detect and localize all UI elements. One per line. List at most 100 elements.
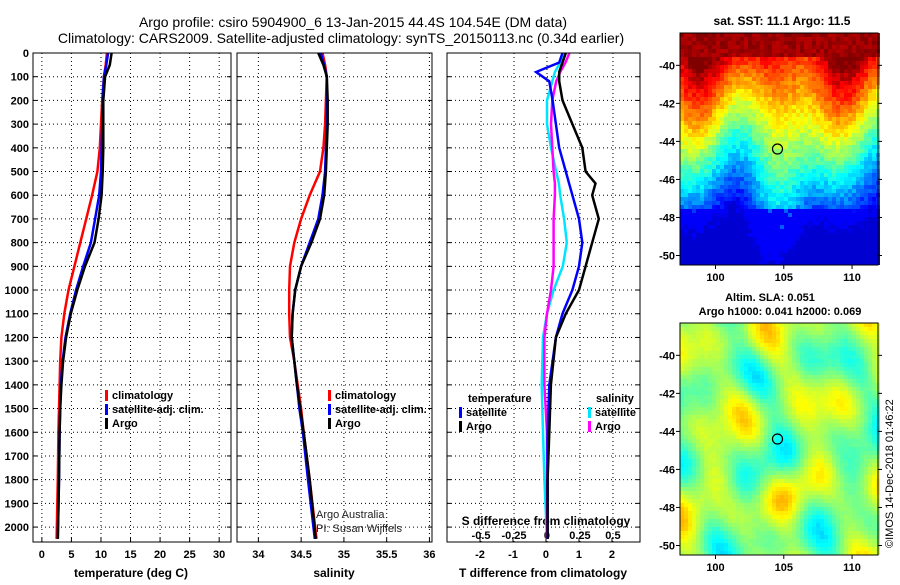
map-cell [776, 157, 780, 161]
map-cell [708, 73, 712, 77]
map-cell [804, 221, 808, 225]
map-cell [832, 331, 836, 335]
map-cell [840, 165, 844, 169]
map-cell [704, 117, 708, 121]
map-cell [812, 105, 816, 109]
map-cell [760, 399, 764, 403]
map-cell [848, 129, 852, 133]
map-cell [860, 173, 864, 177]
map-cell [708, 41, 712, 45]
map-cell [828, 363, 832, 367]
map-cell [688, 253, 692, 257]
map-cell [808, 113, 812, 117]
map-cell [836, 205, 840, 209]
map-cell [712, 185, 716, 189]
map-cell [760, 379, 764, 383]
map-cell [848, 233, 852, 237]
map-cell [744, 161, 748, 165]
map-cell [764, 137, 768, 141]
map-cell [684, 49, 688, 53]
map-cell [768, 335, 772, 339]
map-cell [724, 217, 728, 221]
map-cell [764, 153, 768, 157]
map-cell [748, 257, 752, 261]
map-cell [872, 359, 876, 363]
map-cell [788, 363, 792, 367]
map-cell [840, 193, 844, 197]
map-cell [828, 459, 832, 463]
map-cell [784, 327, 788, 331]
map-cell [872, 435, 876, 439]
map-cell [712, 53, 716, 57]
map-cell [752, 411, 756, 415]
map-cell [748, 161, 752, 165]
map-cell [712, 217, 716, 221]
map-cell [684, 173, 688, 177]
map-cell [860, 257, 864, 261]
map-cell [756, 109, 760, 113]
map-cell [692, 185, 696, 189]
map-cell [864, 363, 868, 367]
map-cell [848, 165, 852, 169]
map-cell [852, 121, 856, 125]
map-cell [804, 439, 808, 443]
map-cell [748, 217, 752, 221]
map-cell [704, 145, 708, 149]
map-cell [760, 387, 764, 391]
map-cell [852, 49, 856, 53]
map-cell [788, 327, 792, 331]
map-cell [816, 431, 820, 435]
map-cell [860, 69, 864, 73]
map-cell [700, 53, 704, 57]
map-cell [688, 65, 692, 69]
map-cell [804, 61, 808, 65]
map-cell [808, 49, 812, 53]
map-cell [732, 221, 736, 225]
map-cell [784, 201, 788, 205]
map-cell [744, 109, 748, 113]
map-cell [752, 435, 756, 439]
map-cell [728, 157, 732, 161]
map-cell [832, 65, 836, 69]
map-cell [804, 65, 808, 69]
map-cell [868, 347, 872, 351]
map-cell [680, 225, 684, 229]
map-cell [812, 85, 816, 89]
map-cell [784, 61, 788, 65]
map-cell [856, 335, 860, 339]
x-tick-label: -1 [508, 549, 518, 561]
map-cell [812, 451, 816, 455]
map-cell [732, 81, 736, 85]
map-cell [788, 245, 792, 249]
map-cell [820, 101, 824, 105]
map-cell [832, 221, 836, 225]
map-cell [832, 113, 836, 117]
map-cell [708, 177, 712, 181]
map-cell [864, 419, 868, 423]
map-cell [820, 327, 824, 331]
map-cell [692, 69, 696, 73]
map-cell [840, 423, 844, 427]
map-cell [820, 113, 824, 117]
map-cell [872, 73, 876, 77]
map-cell [732, 249, 736, 253]
map-cell [692, 153, 696, 157]
map-cell [868, 331, 872, 335]
map-cell [744, 213, 748, 217]
map-cell [872, 121, 876, 125]
map-cell [864, 443, 868, 447]
map-cell [688, 125, 692, 129]
map-cell [680, 213, 684, 217]
map-cell [840, 225, 844, 229]
map-cell [688, 49, 692, 53]
map-cell [856, 427, 860, 431]
map-cell [808, 189, 812, 193]
map-cell [692, 37, 696, 41]
map-cell [816, 339, 820, 343]
map-cell [796, 233, 800, 237]
map-cell [700, 395, 704, 399]
map-cell [744, 431, 748, 435]
map-cell [728, 459, 732, 463]
map-cell [728, 237, 732, 241]
map-cell [816, 415, 820, 419]
